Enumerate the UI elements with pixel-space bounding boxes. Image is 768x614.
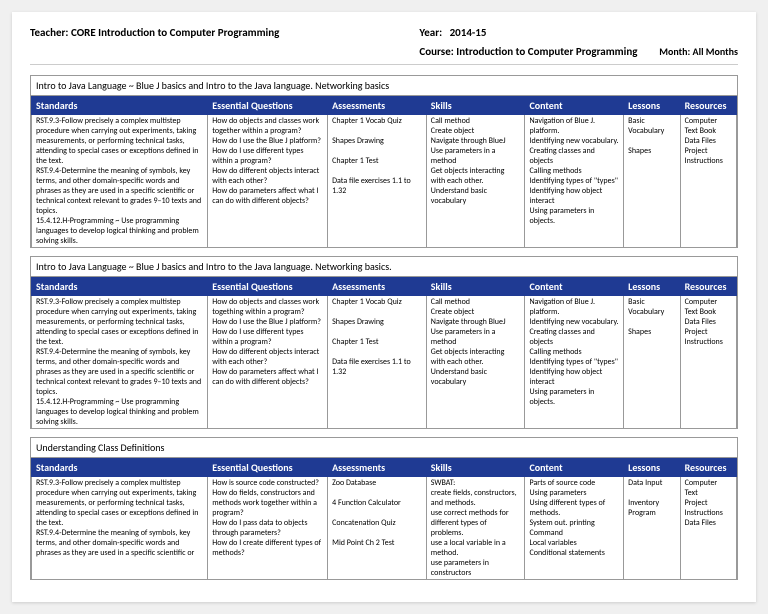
sections-container: Intro to Java Language ~ Blue J basics a… [30,75,738,580]
column-header-lessons: Lessons [624,97,680,115]
curriculum-table: StandardsEssential QuestionsAssessmentsS… [31,458,737,579]
curriculum-section: Intro to Java Language ~ Blue J basics a… [30,75,738,248]
cell-content: Parts of source code Using parameters Us… [525,477,624,580]
table-row: RST.9.3-Follow precisely a complex multi… [32,477,737,580]
cell-resources: Computer Text Book Data Files Project In… [680,115,736,248]
teacher-value: CORE Introduction to Computer Programmin… [71,26,279,39]
column-header-skills: Skills [426,459,525,477]
column-header-questions: Essential Questions [208,459,328,477]
cell-skills: Call method Create object Navigate throu… [426,115,525,248]
cell-content: Navigation of Blue J. platform. Identify… [525,115,624,248]
section-title: Intro to Java Language ~ Blue J basics a… [31,76,737,96]
column-header-content: Content [525,278,624,296]
column-header-resources: Resources [680,97,736,115]
column-header-lessons: Lessons [624,459,680,477]
month-value: All Months [693,45,738,58]
table-row: RST.9.3-Follow precisely a complex multi… [32,296,737,429]
cell-resources: Computer Text Book Data Files Project In… [680,296,736,429]
cell-lessons: Basic Vocabulary Shapes [624,115,680,248]
course-field: Course: Introduction to Computer Program… [419,45,658,58]
cell-lessons: Data Input Inventory Program [624,477,680,580]
cell-standards: RST.9.3-Follow precisely a complex multi… [32,115,208,248]
column-header-questions: Essential Questions [208,97,328,115]
curriculum-table: StandardsEssential QuestionsAssessmentsS… [31,96,737,247]
month-label: Month: [659,45,690,58]
year-label: Year: [419,26,442,39]
column-header-standards: Standards [32,459,208,477]
column-header-questions: Essential Questions [208,278,328,296]
column-header-content: Content [525,97,624,115]
column-header-content: Content [525,459,624,477]
teacher-field: Teacher: CORE Introduction to Computer P… [30,26,419,39]
table-row: RST.9.3-Follow precisely a complex multi… [32,115,737,248]
course-value: Introduction to Computer Programming [456,45,637,58]
cell-resources: Computer Text Project Instructions Data … [680,477,736,580]
cell-lessons: Basic Vocabulary Shapes [624,296,680,429]
column-header-assessments: Assessments [328,459,427,477]
document-header: Teacher: CORE Introduction to Computer P… [30,26,738,65]
cell-assessments: Chapter 1 Vocab Quiz Shapes Drawing Chap… [328,296,427,429]
curriculum-document: Teacher: CORE Introduction to Computer P… [12,12,756,602]
cell-skills: Call method Create object Navigate throu… [426,296,525,429]
cell-assessments: Chapter 1 Vocab Quiz Shapes Drawing Chap… [328,115,427,248]
column-header-assessments: Assessments [328,278,427,296]
column-header-skills: Skills [426,278,525,296]
column-header-standards: Standards [32,97,208,115]
cell-standards: RST.9.3-Follow precisely a complex multi… [32,477,208,580]
cell-questions: How do objects and classes work together… [208,115,328,248]
year-field: Year: 2014-15 [419,26,738,39]
teacher-label: Teacher: [30,26,68,39]
column-header-resources: Resources [680,459,736,477]
cell-questions: How do objects and classes work togethin… [208,296,328,429]
cell-skills: SWBAT: create fields, constructors, and … [426,477,525,580]
curriculum-section: Intro to Java Language ~ Blue J basics a… [30,256,738,429]
curriculum-section: Understanding Class DefinitionsStandards… [30,437,738,580]
cell-questions: How is source code constructed? How do f… [208,477,328,580]
column-header-lessons: Lessons [624,278,680,296]
course-label: Course: [419,45,453,58]
section-title: Understanding Class Definitions [31,438,737,458]
cell-content: Navigation of Blue J. platform. Identify… [525,296,624,429]
cell-standards: RST.9.3-Follow precisely a complex multi… [32,296,208,429]
year-value: 2014-15 [450,26,487,39]
column-header-standards: Standards [32,278,208,296]
column-header-skills: Skills [426,97,525,115]
column-header-resources: Resources [680,278,736,296]
curriculum-table: StandardsEssential QuestionsAssessmentsS… [31,277,737,428]
column-header-assessments: Assessments [328,97,427,115]
cell-assessments: Zoo Database 4 Function Calculator Conca… [328,477,427,580]
month-field: Month: All Months [658,45,738,58]
section-title: Intro to Java Language ~ Blue J basics a… [31,257,737,277]
